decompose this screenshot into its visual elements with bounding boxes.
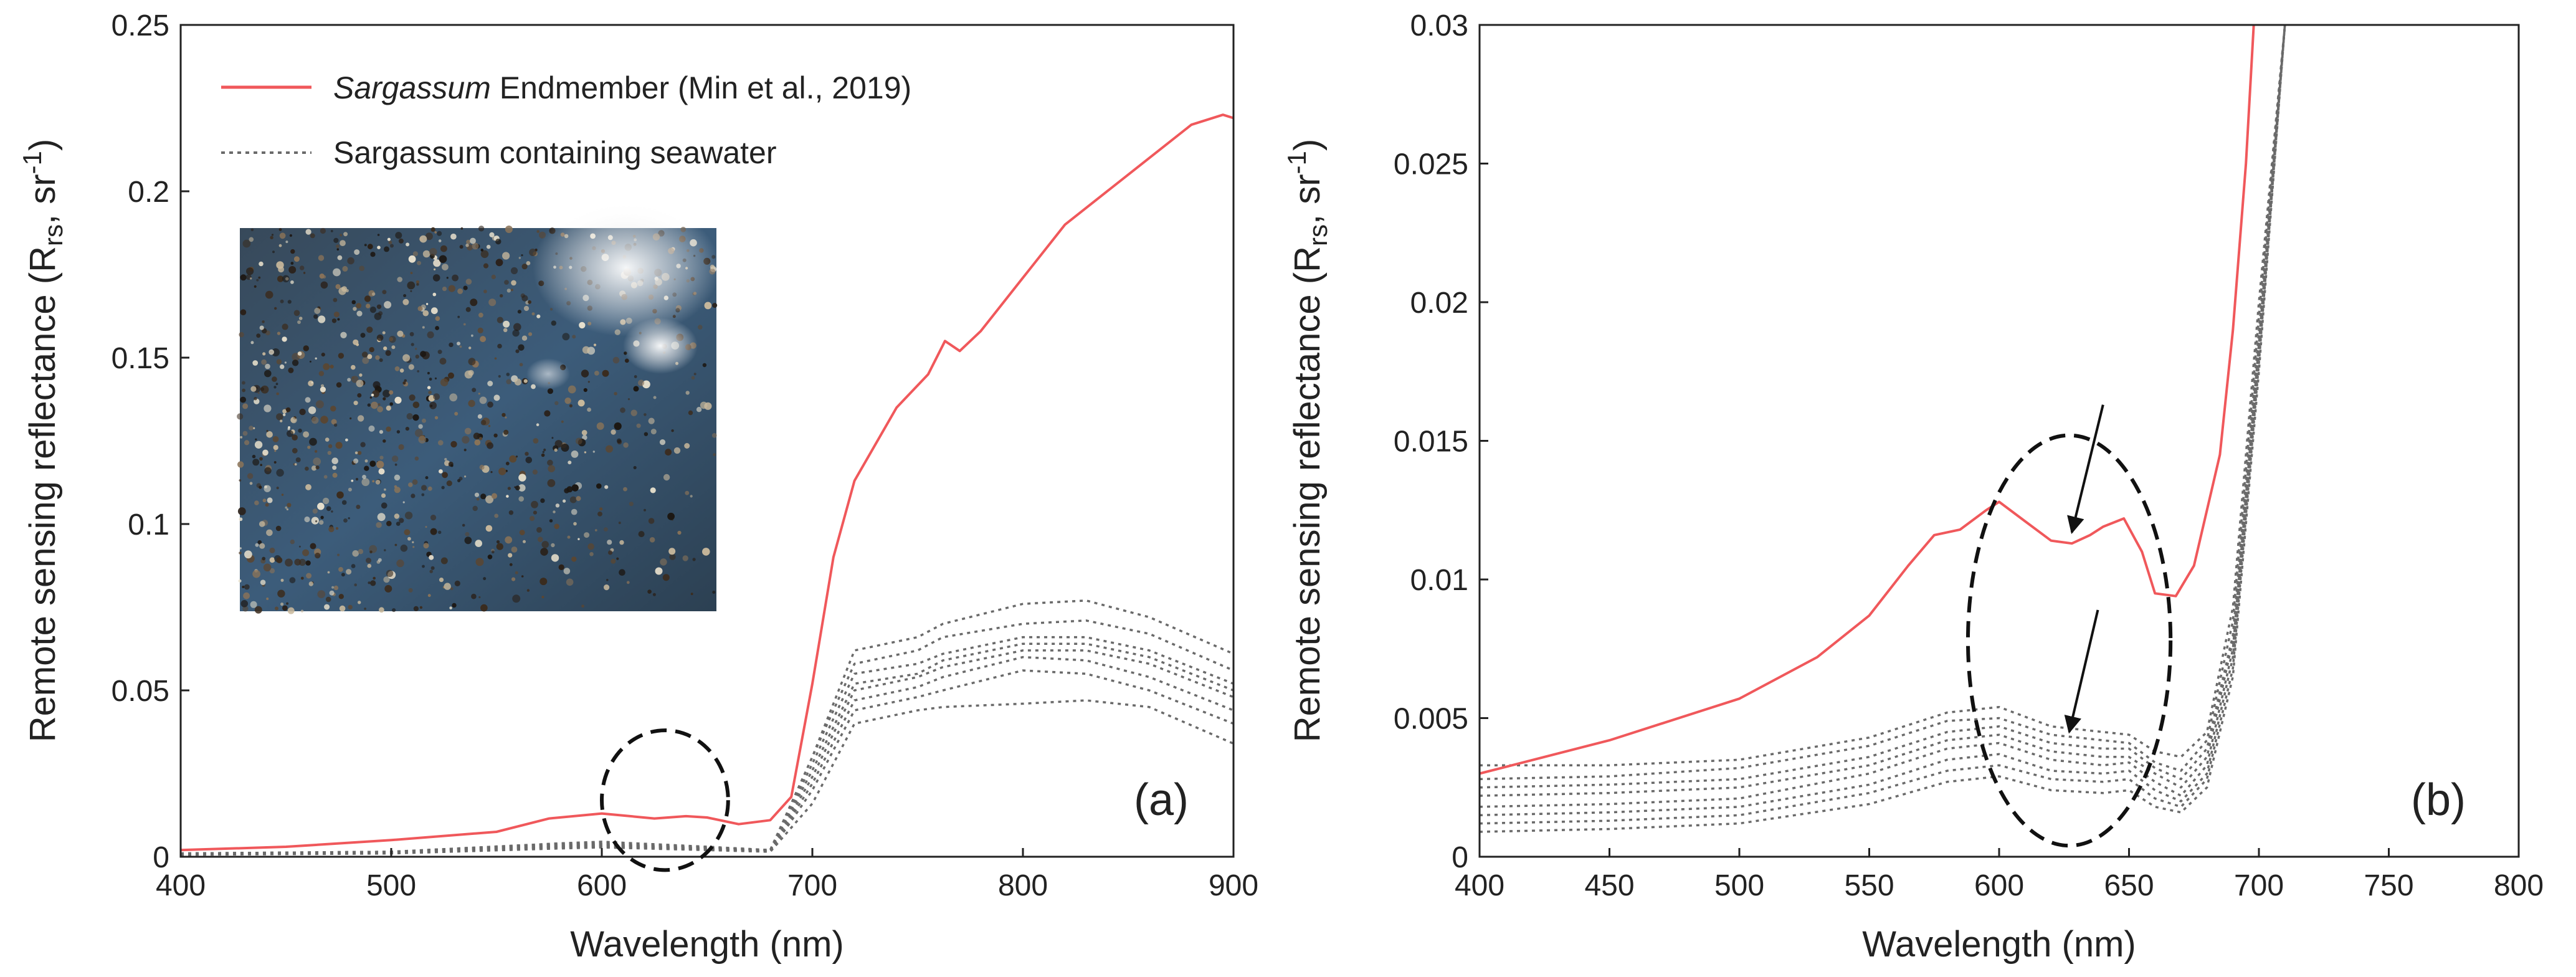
panel-b-xlabel: Wavelength (nm) <box>1862 924 2136 965</box>
panel-a-xlabel: Wavelength (nm) <box>570 924 844 965</box>
panel-a-xtick-label: 900 <box>1209 869 1258 902</box>
panel-b-ticks: 400 450 500 550 600 650 700 750 800 0 0.005 0.01 0.0… <box>1394 9 2544 902</box>
panel-b-series-line-5 <box>1480 25 2286 808</box>
panel-a-dashed-ellipse <box>600 728 730 872</box>
panel-a-ytick-label: 0.05 <box>112 675 169 708</box>
panel-a-xtick-label: 700 <box>787 869 837 902</box>
legend-label-seawater: Sargassum containing seawater <box>333 135 777 170</box>
panel-b-xtick-label: 650 <box>2104 869 2154 902</box>
panel-a-ticks: 400 500 600 700 800 900 0 0.05 0.1 0.15 0.2 0.25 <box>112 9 1258 902</box>
panel-b-ytick-label: 0.02 <box>1410 287 1468 320</box>
panel-b-xtick-label: 700 <box>2234 869 2284 902</box>
panel-b-label: (b) <box>2411 775 2466 825</box>
panel-a: 400 500 600 700 800 900 0 0.05 0.1 0.15 0.2 0.25 Sa… <box>17 9 1258 965</box>
panel-a-ytick-label: 0 <box>153 841 169 874</box>
panel-b-ytick-label: 0.015 <box>1394 426 1468 459</box>
panel-b-xtick-label: 600 <box>1974 869 2024 902</box>
panel-a-series-line-3 <box>181 636 1233 855</box>
panel-b-series-line-2 <box>1480 25 2286 781</box>
panel-a-ylabel: Remote sensing reflectance (Rrs, sr-1) <box>17 139 68 743</box>
panel-a-series <box>181 113 1233 856</box>
legend-label-endmember: Sargassum Endmember (Min et al., 2019) <box>333 70 911 105</box>
panel-b: 400 450 500 550 600 650 700 750 800 0 0.005 0.01 0.0… <box>1282 9 2544 965</box>
panel-a-xtick-label: 500 <box>366 869 416 902</box>
panel-b-series-line-8 <box>1480 25 2286 833</box>
panel-a-xtick-label: 800 <box>998 869 1048 902</box>
panel-b-series-line-6 <box>1480 25 2286 817</box>
panel-b-ylabel: Remote sensing reflectance (Rrs, sr-1) <box>1282 139 1333 743</box>
panel-a-series-line-0 <box>181 113 1233 852</box>
panel-b-ytick-label: 0.005 <box>1394 703 1468 736</box>
panel-a-series-line-5 <box>181 649 1233 855</box>
panel-a-series-line-6 <box>181 655 1233 855</box>
panel-b-ytick-label: 0 <box>1452 841 1468 874</box>
panel-b-xtick-label: 400 <box>1455 869 1504 902</box>
panel-a-series-line-4 <box>181 642 1233 855</box>
panel-a-series-line-8 <box>181 699 1233 856</box>
inset-photo-sargassum <box>237 199 720 614</box>
panel-b-ytick-label: 0.01 <box>1410 564 1468 597</box>
panel-a-label: (a) <box>1134 775 1189 825</box>
panel-b-series-line-3 <box>1480 25 2286 789</box>
panel-b-series-line-7 <box>1480 25 2286 825</box>
panel-a-frame <box>179 24 1235 858</box>
panel-a-ytick-label: 0.2 <box>128 176 169 209</box>
panel-b-arrow-0 <box>2067 404 2104 535</box>
panel-b-xtick-label: 450 <box>1584 869 1634 902</box>
panel-a-xtick-label: 600 <box>577 869 627 902</box>
panel-a-ytick-label: 0.15 <box>112 342 169 375</box>
panel-b-series-line-4 <box>1480 25 2286 797</box>
panel-b-xtick-label: 750 <box>2364 869 2413 902</box>
panel-a-series-line-1 <box>181 599 1233 855</box>
panel-b-ytick-label: 0.03 <box>1410 9 1468 42</box>
panel-b-arrow-1 <box>2064 609 2099 734</box>
panel-a-series-line-7 <box>181 669 1233 856</box>
panel-b-xtick-label: 500 <box>1714 869 1764 902</box>
panel-b-series-line-0 <box>1480 25 2255 775</box>
panel-b-xtick-label: 800 <box>2494 869 2544 902</box>
panel-b-dashed-ellipse <box>1965 433 2173 848</box>
panel-a-legend: Sargassum Endmember (Min et al., 2019) S… <box>221 70 911 170</box>
panel-a-xtick-label: 400 <box>156 869 206 902</box>
panel-b-series <box>1480 25 2286 833</box>
panel-a-ytick-label: 0.1 <box>128 508 169 541</box>
panel-b-series-line-1 <box>1480 25 2286 766</box>
panel-b-ytick-label: 0.025 <box>1394 148 1468 181</box>
panel-a-ytick-label: 0.25 <box>112 9 169 42</box>
panel-b-xtick-label: 550 <box>1844 869 1894 902</box>
